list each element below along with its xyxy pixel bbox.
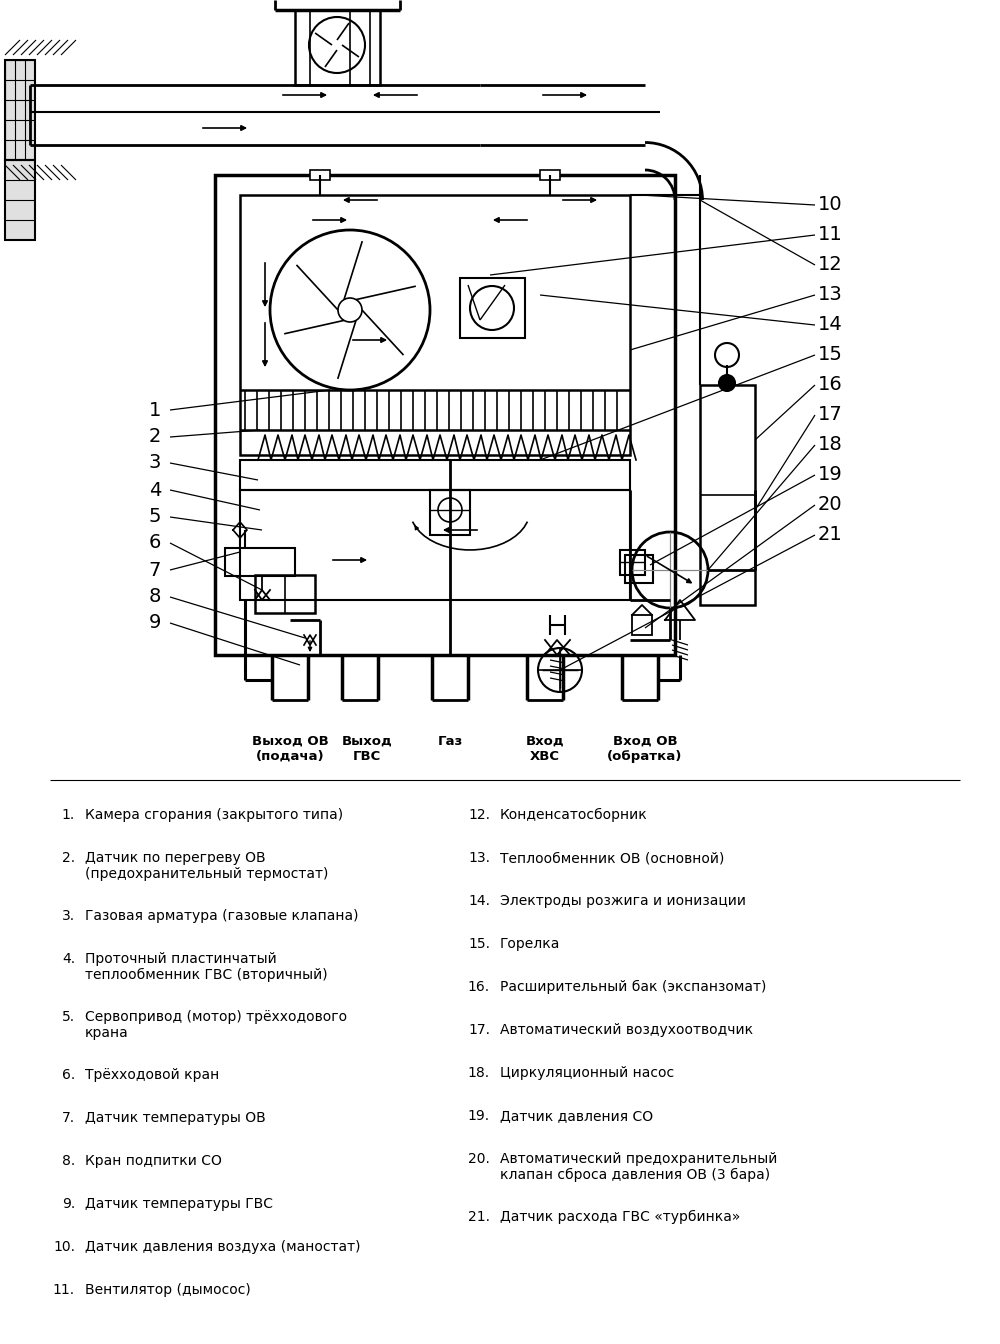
Text: 15: 15 — [818, 345, 842, 364]
Text: 6.: 6. — [62, 1068, 75, 1082]
Text: 11.: 11. — [53, 1284, 75, 1297]
Text: 6: 6 — [149, 534, 161, 552]
Text: 7.: 7. — [62, 1111, 75, 1125]
Text: 13.: 13. — [468, 851, 490, 866]
Text: Выход
ГВС: Выход ГВС — [342, 735, 392, 763]
Text: Датчик температуры ГВС: Датчик температуры ГВС — [85, 1198, 273, 1211]
Text: 21: 21 — [818, 526, 842, 544]
Text: 10.: 10. — [53, 1241, 75, 1254]
Text: 21.: 21. — [468, 1210, 490, 1224]
Bar — [310, 169, 330, 180]
Bar — [5, 60, 35, 160]
Bar — [240, 491, 630, 599]
Text: 1: 1 — [149, 401, 161, 419]
Bar — [225, 548, 295, 577]
Bar — [255, 575, 315, 613]
Text: Кран подпитки СО: Кран подпитки СО — [85, 1154, 222, 1168]
Bar — [625, 555, 653, 583]
Bar — [295, 9, 380, 85]
Text: Электроды розжига и ионизации: Электроды розжига и ионизации — [500, 894, 746, 909]
Text: 4.: 4. — [62, 952, 75, 966]
Text: Автоматический воздухоотводчик: Автоматический воздухоотводчик — [500, 1023, 753, 1038]
Text: 2: 2 — [149, 427, 161, 446]
Text: Циркуляционный насос: Циркуляционный насос — [500, 1066, 674, 1081]
Text: 18.: 18. — [468, 1066, 490, 1081]
Circle shape — [719, 375, 735, 391]
Text: 17.: 17. — [468, 1023, 490, 1038]
Text: Расширительный бак (экспанзомат): Расширительный бак (экспанзомат) — [500, 980, 766, 995]
Text: Газовая арматура (газовые клапана): Газовая арматура (газовые клапана) — [85, 909, 358, 923]
Text: Датчик по перегреву ОВ
(предохранительный термостат): Датчик по перегреву ОВ (предохранительны… — [85, 851, 328, 882]
Bar — [632, 616, 652, 634]
Text: 7: 7 — [149, 560, 161, 579]
Text: Датчик давления СО: Датчик давления СО — [500, 1109, 653, 1124]
Text: 19.: 19. — [468, 1109, 490, 1124]
Text: Датчик расхода ГВС «турбинка»: Датчик расхода ГВС «турбинка» — [500, 1210, 740, 1224]
Text: 5.: 5. — [62, 1009, 75, 1024]
Bar — [240, 195, 630, 456]
Text: Вход
ХВС: Вход ХВС — [526, 735, 564, 763]
Text: 19: 19 — [818, 465, 842, 484]
Text: 5: 5 — [149, 508, 161, 527]
Text: 1.: 1. — [62, 808, 75, 823]
Text: 12.: 12. — [468, 808, 490, 823]
Text: 12: 12 — [818, 255, 842, 274]
Text: 14: 14 — [818, 316, 842, 335]
Text: Вентилятор (дымосос): Вентилятор (дымосос) — [85, 1284, 251, 1297]
Text: 8.: 8. — [62, 1154, 75, 1168]
Bar — [700, 384, 755, 605]
Circle shape — [338, 298, 362, 323]
Text: Горелка: Горелка — [500, 937, 560, 952]
Text: Выход ОВ
(подача): Выход ОВ (подача) — [252, 735, 328, 763]
Text: 16: 16 — [818, 375, 842, 395]
Text: 9: 9 — [149, 613, 161, 633]
Text: Конденсатосборник: Конденсатосборник — [500, 808, 648, 823]
Text: Автоматический предохранительный
клапан сброса давления ОВ (3 бара): Автоматический предохранительный клапан … — [500, 1152, 777, 1183]
Bar — [540, 169, 560, 180]
Bar — [430, 491, 470, 535]
Text: 15.: 15. — [468, 937, 490, 952]
Text: Датчик давления воздуха (маностат): Датчик давления воздуха (маностат) — [85, 1241, 360, 1254]
Text: Газ: Газ — [437, 735, 463, 749]
Text: 3: 3 — [149, 453, 161, 473]
Text: 9.: 9. — [62, 1198, 75, 1211]
Text: 14.: 14. — [468, 894, 490, 909]
Text: Датчик температуры ОВ: Датчик температуры ОВ — [85, 1111, 266, 1125]
Text: 17: 17 — [818, 406, 842, 425]
Text: 8: 8 — [149, 587, 161, 606]
Text: Проточный пластинчатый
теплообменник ГВС (вторичный): Проточный пластинчатый теплообменник ГВС… — [85, 952, 328, 982]
Text: 16.: 16. — [468, 980, 490, 995]
Text: Трёхходовой кран: Трёхходовой кран — [85, 1068, 219, 1082]
Bar — [215, 175, 675, 655]
Text: 10: 10 — [818, 195, 842, 215]
Bar — [240, 460, 630, 491]
Bar — [5, 160, 35, 241]
Text: Вход ОВ
(обратка): Вход ОВ (обратка) — [607, 735, 683, 763]
Text: 20: 20 — [818, 496, 842, 515]
Text: 2.: 2. — [62, 851, 75, 866]
Text: 3.: 3. — [62, 909, 75, 923]
Text: 13: 13 — [818, 285, 842, 305]
Bar — [620, 550, 645, 575]
Bar — [460, 278, 525, 337]
Text: 20.: 20. — [468, 1152, 490, 1167]
Text: 11: 11 — [818, 226, 842, 245]
Text: 4: 4 — [149, 481, 161, 500]
Text: Теплообменник ОВ (основной): Теплообменник ОВ (основной) — [500, 851, 724, 866]
Text: 18: 18 — [818, 435, 842, 454]
Text: Сервопривод (мотор) трёхходового
крана: Сервопривод (мотор) трёхходового крана — [85, 1009, 347, 1040]
Text: Камера сгорания (закрытого типа): Камера сгорания (закрытого типа) — [85, 808, 343, 823]
